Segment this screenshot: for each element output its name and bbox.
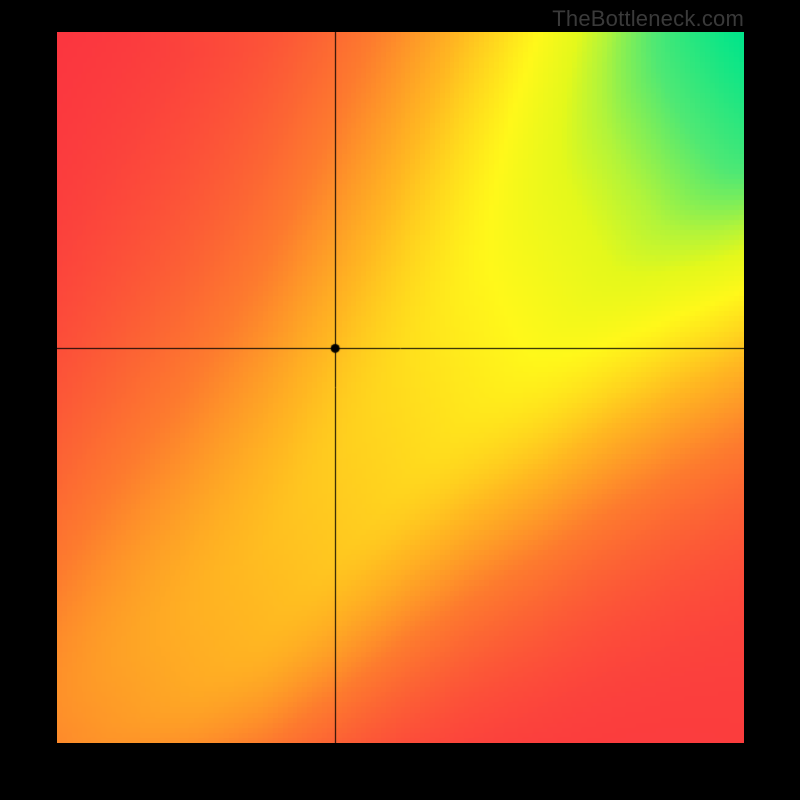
chart-container: TheBottleneck.com — [0, 0, 800, 800]
watermark-text: TheBottleneck.com — [552, 6, 744, 32]
bottleneck-heatmap — [57, 32, 744, 743]
